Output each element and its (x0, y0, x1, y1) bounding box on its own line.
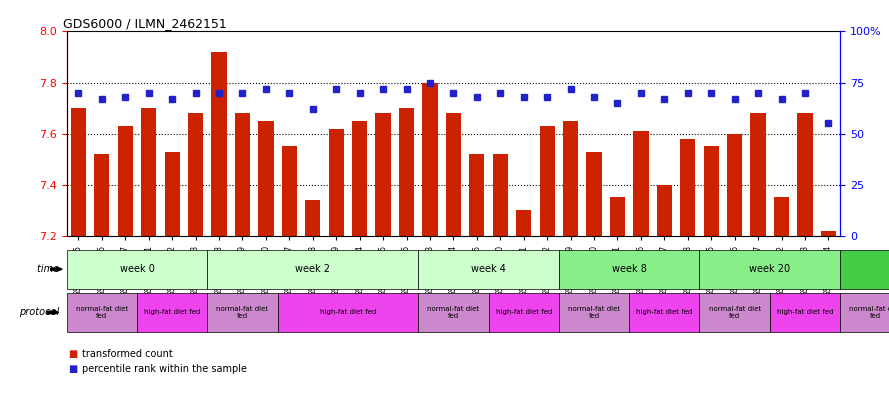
Text: transformed count: transformed count (82, 349, 172, 359)
Bar (329, 129, 344, 236)
Bar (797, 113, 813, 236)
Text: week 8: week 8 (612, 264, 646, 274)
Bar (422, 83, 437, 236)
Text: protocol: protocol (19, 307, 62, 318)
Bar (352, 121, 367, 236)
Text: normal-fat diet
fed: normal-fat diet fed (216, 306, 268, 319)
Bar (71, 108, 86, 236)
Bar (774, 198, 789, 236)
Text: normal-fat diet
fed: normal-fat diet fed (76, 306, 128, 319)
Bar (633, 131, 648, 236)
Bar (164, 151, 180, 236)
Text: week 2: week 2 (295, 264, 331, 274)
Text: high-fat diet fed: high-fat diet fed (777, 309, 833, 316)
Bar (235, 113, 250, 236)
Text: week 0: week 0 (119, 264, 155, 274)
Text: percentile rank within the sample: percentile rank within the sample (82, 364, 247, 375)
Bar (305, 200, 320, 236)
Text: high-fat diet fed: high-fat diet fed (320, 309, 376, 316)
Bar (750, 113, 765, 236)
Text: ■: ■ (68, 364, 77, 375)
Bar (680, 139, 695, 236)
Text: high-fat diet fed: high-fat diet fed (144, 309, 200, 316)
Bar (445, 113, 461, 236)
Bar (540, 126, 555, 236)
Bar (212, 52, 227, 236)
Bar (587, 151, 602, 236)
Bar (821, 231, 836, 236)
Bar (703, 146, 719, 236)
Text: high-fat diet fed: high-fat diet fed (495, 309, 552, 316)
Text: GDS6000 / ILMN_2462151: GDS6000 / ILMN_2462151 (63, 17, 227, 30)
Bar (493, 154, 508, 236)
Bar (188, 113, 204, 236)
Bar (259, 121, 274, 236)
Text: week 20: week 20 (749, 264, 790, 274)
Text: ■: ■ (68, 349, 77, 359)
Text: normal-fat diet
fed: normal-fat diet fed (849, 306, 889, 319)
Bar (399, 108, 414, 236)
Bar (375, 113, 390, 236)
Bar (282, 146, 297, 236)
Bar (563, 121, 578, 236)
Bar (727, 134, 742, 236)
Bar (517, 210, 532, 236)
Bar (117, 126, 132, 236)
Text: high-fat diet fed: high-fat diet fed (637, 309, 693, 316)
Bar (657, 185, 672, 236)
Bar (610, 198, 625, 236)
Bar (141, 108, 156, 236)
Bar (469, 154, 485, 236)
Text: normal-fat diet
fed: normal-fat diet fed (709, 306, 761, 319)
Text: week 4: week 4 (471, 264, 506, 274)
Bar (94, 154, 109, 236)
Text: time: time (37, 264, 62, 274)
Text: normal-fat diet
fed: normal-fat diet fed (428, 306, 479, 319)
Text: normal-fat diet
fed: normal-fat diet fed (568, 306, 620, 319)
